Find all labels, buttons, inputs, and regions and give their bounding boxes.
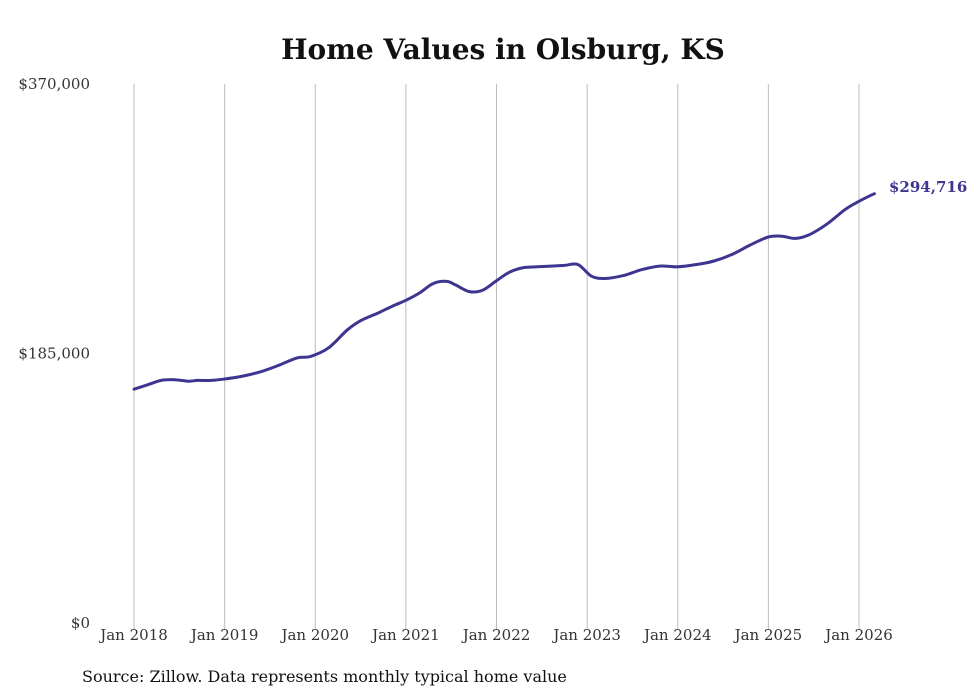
- latest-value-label: $294,716: [889, 178, 967, 196]
- x-axis-ticks: Jan 2018 Jan 2019 Jan 2020 Jan 2021 Jan 2022…: [98, 623, 893, 644]
- x-tick-label-4: Jan 2022: [461, 626, 531, 644]
- x-tick-label-3: Jan 2021: [370, 626, 440, 644]
- chart-title: Home Values in Olsburg, KS: [281, 33, 725, 66]
- vertical-gridlines: [133, 84, 860, 623]
- y-tick-label-2: $370,000: [18, 75, 90, 93]
- x-tick-label-8: Jan 2026: [823, 626, 893, 644]
- y-tick-label-1: $185,000: [18, 345, 90, 363]
- x-tick-label-6: Jan 2024: [642, 626, 712, 644]
- x-tick-label-0: Jan 2018: [98, 626, 168, 644]
- x-tick-label-2: Jan 2020: [279, 626, 349, 644]
- home-value-line: [132, 192, 876, 391]
- source-note: Source: Zillow. Data represents monthly …: [82, 667, 567, 686]
- y-axis-ticks: $0 $185,000 $370,000: [18, 75, 90, 632]
- y-tick-label-0: $0: [71, 614, 90, 632]
- x-tick-label-7: Jan 2025: [733, 626, 803, 644]
- x-tick-label-1: Jan 2019: [189, 626, 259, 644]
- x-tick-label-5: Jan 2023: [551, 626, 621, 644]
